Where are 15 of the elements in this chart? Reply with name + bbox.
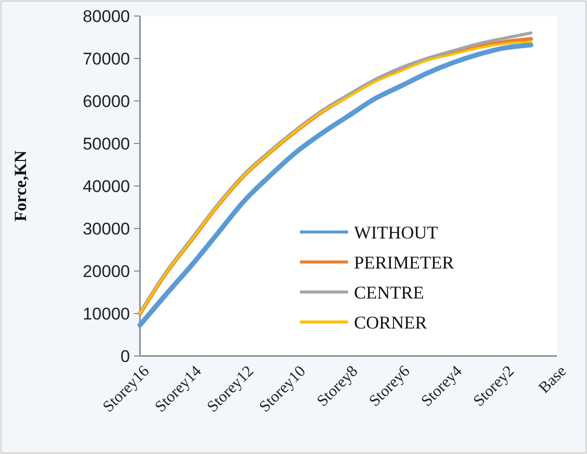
y-tick-label: 0 <box>120 346 130 366</box>
legend-label: PERIMETER <box>354 252 454 272</box>
y-tick-label: 20000 <box>82 262 130 281</box>
y-tick-label: 40000 <box>82 176 130 196</box>
y-tick-label: 30000 <box>82 219 130 238</box>
y-axis-title: Force,KN <box>11 150 30 222</box>
y-tick-label: 70000 <box>82 49 130 68</box>
y-tick-label: 50000 <box>82 134 130 154</box>
legend-label: CENTRE <box>354 282 424 302</box>
x-tick-label: Base <box>536 362 570 397</box>
y-tick-label: 80000 <box>82 6 130 26</box>
y-tick-label: 10000 <box>82 304 130 324</box>
legend-label: WITHOUT <box>354 222 438 242</box>
legend-label: CORNER <box>354 312 428 332</box>
y-tick-label: 60000 <box>82 92 130 111</box>
